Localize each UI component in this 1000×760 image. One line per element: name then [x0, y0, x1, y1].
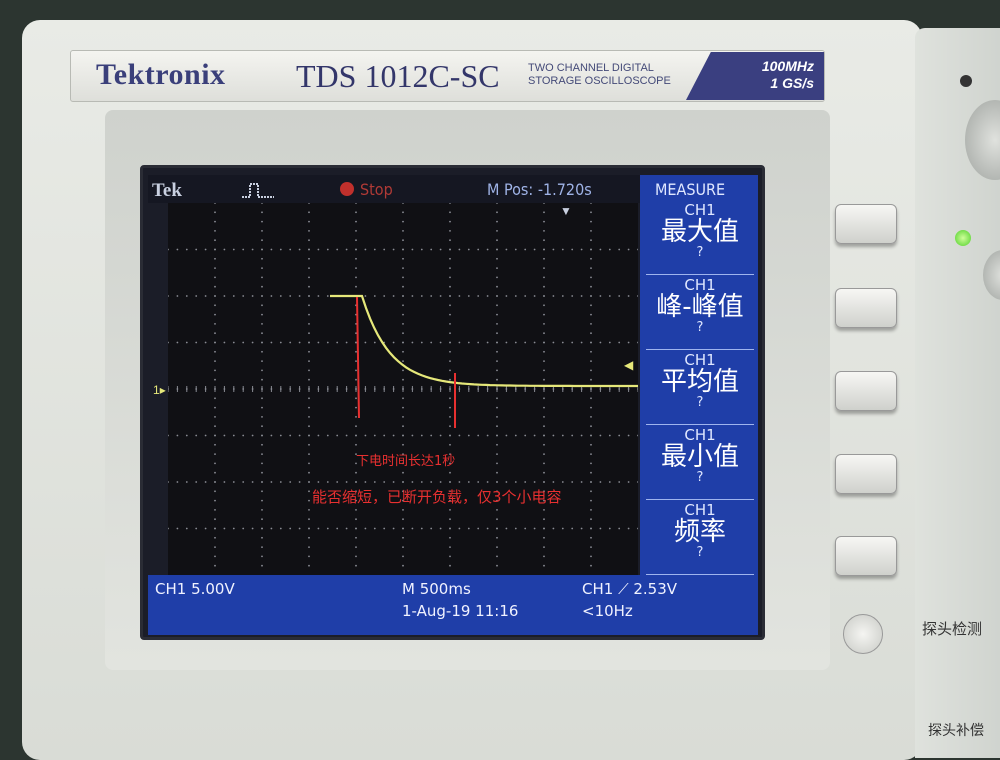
indicator-dot: [960, 75, 972, 87]
annotation-1: 下电时间长达1秒: [356, 454, 456, 469]
subtitle-line: STORAGE OSCILLOSCOPE: [528, 75, 671, 87]
run-state: Stop: [360, 180, 393, 199]
measure-name: 最大值: [660, 217, 739, 247]
measure-menu: CH1 最大值? CH1 峰-峰值? CH1 平均值? CH1 最小值? CH1 频率?: [640, 175, 758, 575]
channel-scale: CH1 5.00V: [155, 580, 235, 598]
bandwidth: 100MHz: [761, 58, 814, 74]
measure-channel: CH1: [684, 276, 716, 294]
trigger-position-marker-icon: ▼: [560, 204, 572, 218]
ground-marker: 1▸: [153, 383, 166, 397]
measure-channel: CH1: [684, 201, 716, 219]
menu-button-4[interactable]: [835, 454, 897, 494]
model-name: TDS 1012C-SC: [296, 58, 500, 94]
measure-item[interactable]: CH1 最大值?: [646, 203, 754, 275]
waveform-plot: [167, 202, 639, 567]
annotation-2: 能否缩短，已断开负载，仅3个小电容: [312, 488, 562, 506]
trigger-frequency: <10Hz: [582, 602, 633, 620]
menu-off-button[interactable]: [843, 614, 883, 654]
subtitle-line: TWO CHANNEL DIGITAL: [528, 62, 654, 74]
measure-item[interactable]: CH1 峰-峰值?: [646, 278, 754, 350]
ground-marker-label: 1: [153, 383, 160, 397]
brand-logo: Tektronix: [96, 58, 226, 91]
m-pos: M Pos: -1.720s: [487, 180, 592, 199]
model-subtitle: TWO CHANNEL DIGITAL STORAGE OSCILLOSCOPE: [528, 62, 671, 88]
pulse-icon: [242, 183, 274, 198]
measure-name: 频率: [673, 517, 726, 547]
menu-button-1[interactable]: [835, 204, 897, 244]
sample-rate: 1 GS/s: [770, 75, 814, 91]
status-led: [955, 230, 971, 246]
timebase: M 500ms: [402, 580, 471, 598]
measure-item[interactable]: CH1 最小值?: [646, 428, 754, 500]
measure-value: ?: [696, 545, 704, 560]
ch1-trace: [330, 294, 638, 388]
measure-value: ?: [696, 245, 704, 260]
measure-value: ?: [696, 395, 704, 410]
measure-channel: CH1: [684, 501, 716, 519]
probe-check-label: 探头检测: [922, 620, 983, 638]
datetime: 1-Aug-19 11:16: [402, 602, 519, 620]
measure-name: 最小值: [660, 442, 739, 472]
measure-value: ?: [696, 320, 704, 335]
menu-button-5[interactable]: [835, 536, 897, 576]
stop-indicator-icon: [340, 182, 354, 196]
probe-comp-label: 探头补偿: [928, 723, 984, 739]
annotation-marker-start: [356, 296, 360, 419]
measure-channel: CH1: [684, 351, 716, 369]
graticule: [167, 202, 639, 575]
measure-channel: CH1: [684, 426, 716, 444]
measure-name: 峰-峰值: [656, 292, 744, 322]
menu-button-3[interactable]: [835, 371, 897, 411]
measure-item[interactable]: CH1 频率?: [646, 503, 754, 575]
menu-title: MEASURE: [655, 180, 726, 199]
spec-badge: 100MHz 1 GS/s: [686, 52, 824, 100]
measure-value: ?: [696, 470, 704, 485]
tek-logo: Tek: [152, 180, 182, 201]
measure-name: 平均值: [660, 367, 739, 397]
knob[interactable]: [983, 250, 1000, 300]
measure-item[interactable]: CH1 平均值?: [646, 353, 754, 425]
trigger-level-marker-icon: ◀: [624, 358, 634, 372]
info-bar: [148, 575, 758, 635]
trigger-level: CH1 ⟋ 2.53V: [582, 580, 677, 598]
menu-button-2[interactable]: [835, 288, 897, 328]
